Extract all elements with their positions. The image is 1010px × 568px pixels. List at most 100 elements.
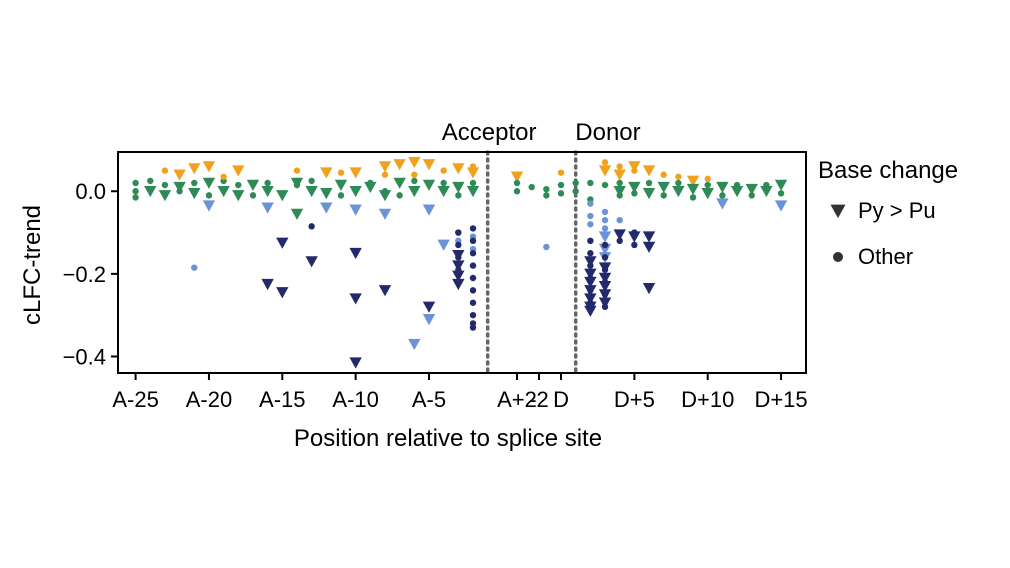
- data-point-3-14: [349, 185, 362, 198]
- data-point-2-2: [202, 161, 216, 173]
- data-point-7-1: [455, 229, 462, 236]
- ticks: 0.0 −0.2 −0.4A-25 A-20 A-15 A-10 A-5 A+2-2 D D+5 D…: [63, 179, 808, 412]
- data-point-3-29: [701, 188, 714, 200]
- data-point-0-6: [378, 285, 392, 297]
- data-point-3-19: [422, 179, 436, 191]
- data-point-5-1: [220, 173, 227, 180]
- data-point-7-2: [455, 241, 462, 249]
- data-point-4-5: [176, 188, 183, 195]
- data-point-7-0: [308, 223, 315, 230]
- data-point-4-29: [557, 190, 565, 197]
- data-point-7-9: [469, 262, 477, 269]
- data-point-5-9: [601, 159, 609, 166]
- x-tick-label-0: A-25: [112, 387, 158, 412]
- data-point-7-22: [601, 241, 609, 249]
- data-point-4-2: [132, 194, 139, 201]
- data-point-4-43: [733, 181, 741, 189]
- data-point-7-25: [601, 278, 609, 286]
- legend: Base change Py > Pu Other: [818, 157, 958, 269]
- data-point-7-21: [587, 299, 594, 306]
- data-point-4-37: [645, 179, 653, 187]
- data-point-6-5: [601, 208, 609, 216]
- data-point-5-3: [337, 169, 345, 176]
- data-point-0-0: [276, 237, 289, 249]
- data-point-3-4: [202, 177, 216, 189]
- data-point-7-26: [601, 291, 609, 298]
- data-point-4-36: [631, 190, 638, 197]
- data-point-4-45: [763, 181, 770, 189]
- data-point-1-12: [716, 198, 729, 210]
- data-point-1-4: [378, 208, 392, 220]
- y-tick-label-0: 0.0: [75, 179, 106, 204]
- data-point-3-26: [657, 181, 670, 194]
- data-point-7-8: [469, 250, 477, 257]
- data-point-6-3: [587, 212, 594, 220]
- data-point-6-1: [543, 243, 550, 251]
- data-point-3-16: [378, 190, 392, 202]
- data-point-4-38: [660, 192, 667, 199]
- data-point-2-11: [466, 167, 480, 179]
- data-point-0-3: [305, 256, 318, 268]
- data-point-5-5: [411, 171, 418, 178]
- data-point-7-6: [469, 225, 477, 232]
- data-point-2-1: [188, 163, 201, 175]
- data-point-4-24: [513, 188, 521, 195]
- axes-frame: [117, 151, 807, 374]
- data-point-0-14: [584, 268, 597, 280]
- data-point-5-4: [381, 171, 389, 178]
- data-point-0-19: [584, 305, 597, 317]
- data-point-3-24: [628, 181, 641, 194]
- data-point-4-11: [264, 179, 271, 187]
- data-point-4-21: [455, 192, 462, 199]
- data-point-6-6: [601, 216, 609, 224]
- data-point-7-16: [587, 237, 594, 245]
- x-tick-label-6: -2: [529, 387, 549, 412]
- data-point-7-23: [601, 254, 609, 261]
- region-label-0: Acceptor: [442, 119, 537, 146]
- region-labels: Acceptor Donor: [442, 119, 641, 146]
- data-point-3-7: [246, 179, 260, 191]
- data-point-2-6: [378, 161, 392, 173]
- data-point-7-19: [587, 274, 594, 282]
- data-point-3-15: [364, 181, 377, 194]
- data-point-1-5: [261, 202, 274, 214]
- data-point-0-1: [261, 278, 274, 291]
- data-point-3-20: [437, 185, 450, 198]
- data-point-2-3: [232, 165, 245, 177]
- data-point-1-10: [598, 243, 612, 255]
- data-point-4-12: [293, 181, 301, 189]
- data-point-2-8: [408, 157, 421, 169]
- data-point-7-15: [469, 324, 477, 331]
- data-point-3-23: [613, 185, 626, 198]
- data-point-7-30: [631, 229, 638, 236]
- data-point-1-7: [320, 202, 333, 214]
- data-point-0-21: [598, 272, 612, 284]
- data-point-2-13: [598, 165, 612, 177]
- y-tick-label-2: −0.4: [63, 344, 106, 369]
- data-point-4-10: [249, 192, 257, 199]
- data-marks: [132, 157, 788, 369]
- data-point-7-27: [601, 303, 609, 311]
- data-point-4-19: [411, 177, 418, 185]
- data-point-4-16: [367, 179, 374, 187]
- data-point-4-23: [513, 179, 521, 187]
- region-label-1: Donor: [575, 119, 640, 146]
- data-point-6-2: [587, 200, 594, 207]
- data-point-1-1: [422, 314, 436, 326]
- data-point-4-44: [748, 192, 755, 199]
- data-point-3-25: [642, 188, 656, 200]
- data-point-3-13: [334, 179, 348, 191]
- data-point-4-17: [381, 188, 389, 195]
- data-point-1-6: [202, 200, 216, 212]
- data-point-4-15: [337, 192, 345, 199]
- data-point-6-4: [587, 221, 594, 228]
- data-point-0-4: [349, 247, 362, 260]
- data-point-2-14: [613, 169, 626, 181]
- data-point-0-2: [276, 287, 289, 299]
- data-point-1-2: [437, 239, 450, 251]
- legend-marker-1: [833, 252, 843, 262]
- data-point-0-25: [613, 229, 626, 241]
- data-point-7-18: [587, 262, 594, 269]
- x-axis-label: Position relative to splice site: [294, 425, 602, 452]
